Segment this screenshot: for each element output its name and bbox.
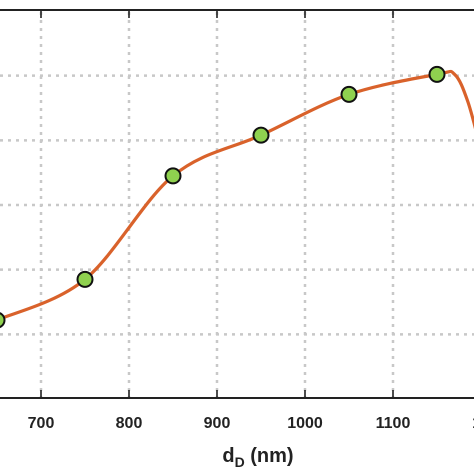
x-axis-label: dD (nm): [222, 445, 293, 470]
series-line: [0, 69, 474, 321]
x-tick-label: 1100: [376, 415, 411, 432]
x-axis-label-subscript: D: [235, 454, 245, 470]
data-point-marker: [76, 270, 94, 288]
data-point-marker: [252, 126, 270, 144]
x-tick-labels: 700 800 900 1000 1100 12: [28, 415, 474, 432]
x-tick-label: 900: [204, 415, 231, 432]
data-point-marker: [0, 312, 6, 329]
data-point-marker: [340, 85, 358, 103]
x-axis-label-main: d: [222, 445, 234, 467]
data-point-marker: [164, 167, 182, 185]
x-tick-label: 700: [28, 415, 55, 432]
curve: [0, 69, 474, 321]
markers: [0, 65, 446, 329]
axes: [0, 9, 474, 399]
x-tick-label: 800: [116, 415, 143, 432]
data-point-marker: [428, 65, 446, 83]
x-tick-label: 1000: [287, 415, 323, 432]
x-axis-label-unit: (nm): [245, 445, 294, 467]
x-tick-label: 12: [472, 415, 474, 432]
grid: [0, 12, 474, 398]
